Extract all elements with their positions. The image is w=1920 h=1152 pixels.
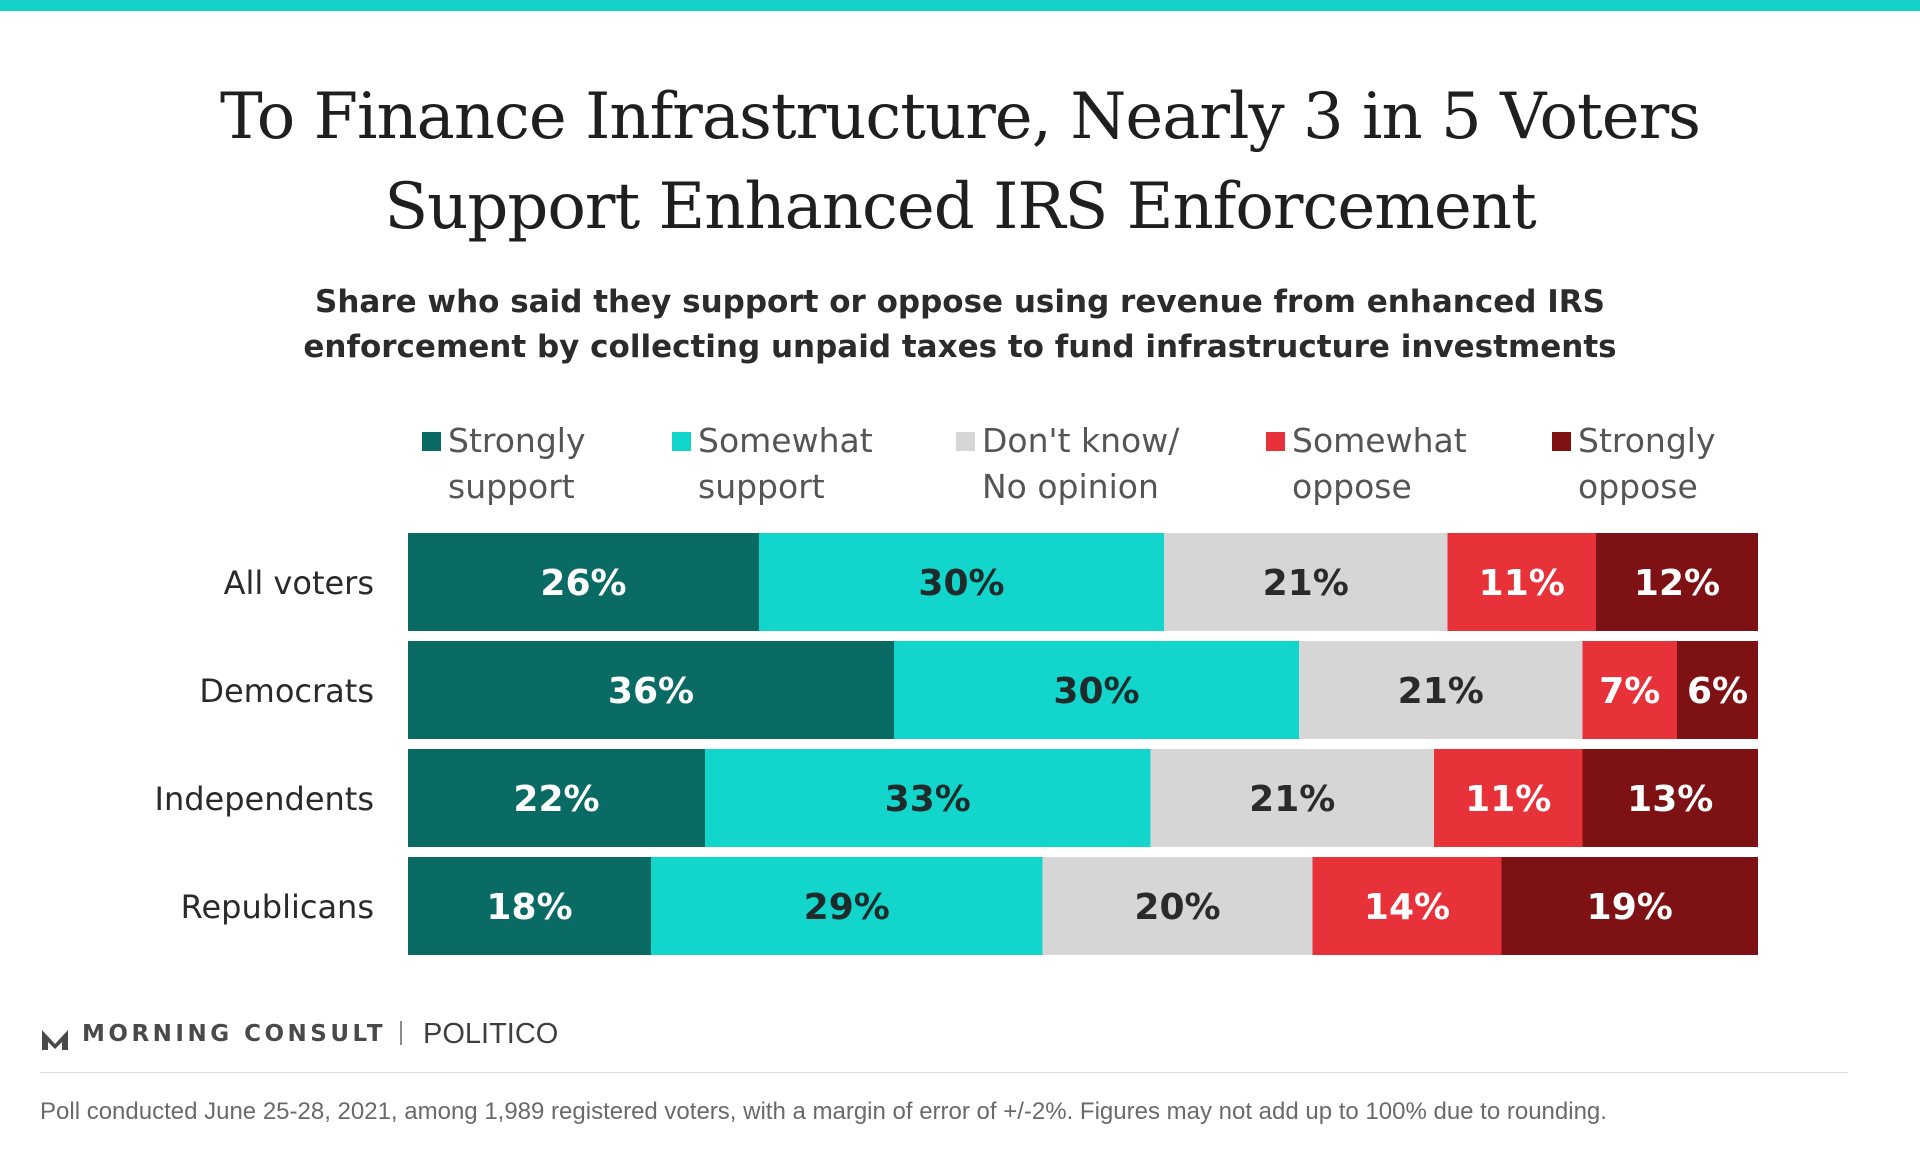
bar-democrats-strongly-support [408,641,894,739]
legend-swatch-somewhat-oppose [1266,432,1285,451]
chart-title-line-1: To Finance Infrastructure, Nearly 3 in 5… [219,80,1701,154]
data-label-democrats-somewhat-support: 30% [1053,671,1139,712]
legend-label-somewhat-oppose: Somewhat oppose [1292,418,1592,510]
data-label-all-voters-strongly-support: 26% [540,563,626,604]
legend-label-line: Strongly [1578,421,1716,460]
data-label-independents-somewhat-oppose: 11% [1465,779,1551,820]
data-label-all-voters-don-t-know-no-opinion: 21% [1263,563,1349,604]
bar-republicans-don-t-know-no-opinion [1042,857,1313,955]
data-label-democrats-strongly-support: 36% [608,671,694,712]
bar-independents-don-t-know-no-opinion [1150,749,1434,847]
data-label-independents-somewhat-support: 33% [885,779,971,820]
footer-divider [400,1021,402,1045]
bar-all-voters-somewhat-support [759,533,1164,631]
legend-swatch-strongly-support [422,432,441,451]
data-label-republicans-somewhat-oppose: 14% [1364,887,1450,928]
bar-all-voters-don-t-know-no-opinion [1164,533,1448,631]
bar-republicans-somewhat-oppose [1312,857,1502,955]
bar-republicans-somewhat-support [651,857,1043,955]
footer-brand: MORNING CONSULT [82,1021,387,1047]
stacked-bar-chart: All voters 26% 30% 21% 11% 12% Democrats 36% 30%… [155,533,1758,955]
legend-label-strongly-support: Strongly support [448,418,748,510]
bar-democrats-don-t-know-no-opinion [1299,641,1583,739]
chart-subtitle-line-1: Share who said they support or oppose us… [315,284,1605,320]
morning-consult-logo-icon [42,1030,68,1050]
data-label-independents-strongly-support: 22% [513,779,599,820]
legend-swatch-somewhat-support [672,432,691,451]
data-label-all-voters-somewhat-oppose: 11% [1479,563,1565,604]
legend-label-line: support [698,467,825,506]
data-label-republicans-strongly-oppose: 19% [1587,887,1673,928]
footer-note: Poll conducted June 25-28, 2021, among 1… [40,1098,1607,1125]
chart-subtitle-line-2: enforcement by collecting unpaid taxes t… [303,329,1617,365]
legend-label-somewhat-support: Somewhat support [698,418,998,510]
chart-title: To Finance Infrastructure, Nearly 3 in 5… [0,72,1920,252]
legend-label-line: Strongly [448,421,586,460]
legend-swatch-strongly-oppose [1552,432,1571,451]
data-label-all-voters-somewhat-support: 30% [918,563,1004,604]
category-label-democrats: Democrats [199,672,374,710]
data-label-democrats-strongly-oppose: 6% [1687,671,1748,712]
data-label-republicans-strongly-support: 18% [486,887,572,928]
top-accent-bar [0,0,1920,11]
data-label-democrats-somewhat-oppose: 7% [1599,671,1660,712]
bar-independents-strongly-oppose [1582,749,1758,847]
legend-swatch-dont-know [956,432,975,451]
data-label-democrats-don-t-know-no-opinion: 21% [1398,671,1484,712]
footer-rule [40,1072,1848,1073]
bar-republicans-strongly-oppose [1501,857,1758,955]
legend-label-strongly-oppose: Strongly oppose [1578,418,1878,510]
legend-label-line: support [448,467,575,506]
bar-democrats-strongly-oppose [1677,641,1758,739]
legend-label-dont-know: Don't know/ No opinion [982,418,1282,510]
bar-republicans-strongly-support [408,857,651,955]
category-label-republicans: Republicans [181,888,374,926]
data-label-independents-don-t-know-no-opinion: 21% [1249,779,1335,820]
bar-independents-strongly-support [408,749,705,847]
legend-label-line: Don't know/ [982,421,1180,460]
chart-subtitle: Share who said they support or oppose us… [260,280,1660,370]
legend-label-line: oppose [1578,467,1698,506]
bar-all-voters-strongly-support [408,533,759,631]
legend-label-line: oppose [1292,467,1412,506]
bar-all-voters-somewhat-oppose [1447,533,1596,631]
data-label-all-voters-strongly-oppose: 12% [1634,563,1720,604]
data-label-republicans-don-t-know-no-opinion: 20% [1134,887,1220,928]
legend-label-line: Somewhat [698,421,873,460]
bar-all-voters-strongly-oppose [1596,533,1758,631]
category-label-independents: Independents [155,780,375,818]
category-label-all-voters: All voters [224,564,374,602]
bar-independents-somewhat-support [705,749,1151,847]
bar-democrats-somewhat-oppose [1582,641,1677,739]
bar-independents-somewhat-oppose [1434,749,1583,847]
data-label-republicans-somewhat-support: 29% [804,887,890,928]
legend-label-line: No opinion [982,467,1159,506]
chart-legend: Strongly support Somewhat support Don't … [0,418,1920,518]
footer-partner: POLITICO [423,1018,559,1050]
data-label-independents-strongly-oppose: 13% [1627,779,1713,820]
legend-label-line: Somewhat [1292,421,1467,460]
bar-democrats-somewhat-support [894,641,1299,739]
chart-title-line-2: Support Enhanced IRS Enforcement [384,170,1536,244]
